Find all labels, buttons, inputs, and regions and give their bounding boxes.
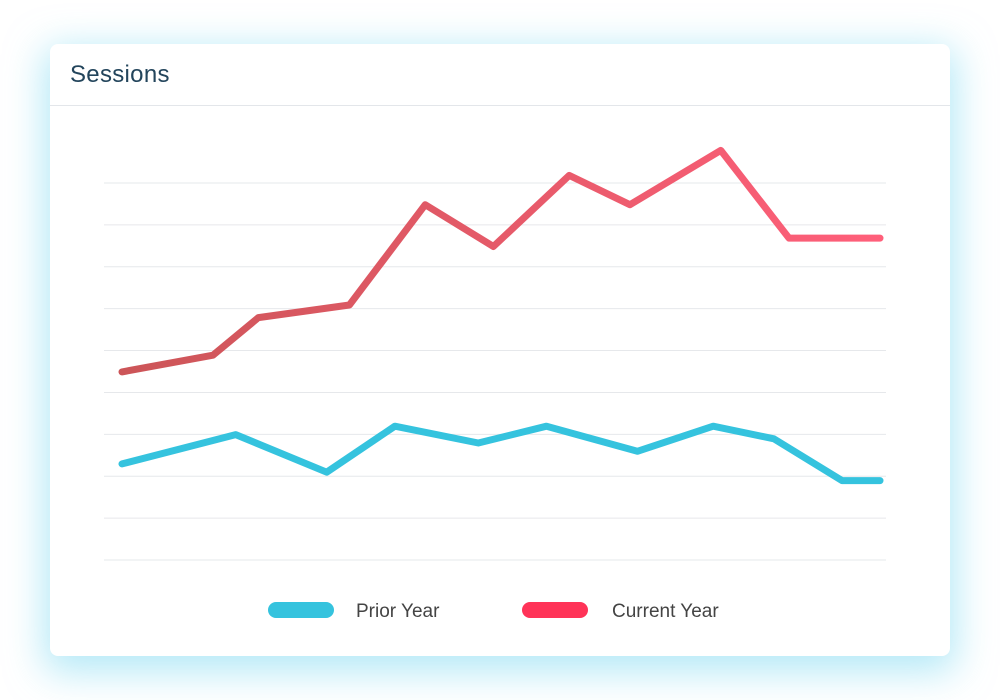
sessions-card: Sessions Prior Year Current Year [50, 44, 950, 656]
chart-legend: Prior Year Current Year [268, 601, 719, 622]
card-title: Sessions [70, 61, 170, 88]
legend-swatch-current-year [522, 602, 588, 618]
card-header: Sessions [50, 44, 950, 106]
legend-label-current-year: Current Year [612, 601, 719, 622]
series-line-prior-year [118, 422, 884, 485]
chart-grid [104, 182, 886, 561]
chart-series-layer [118, 146, 884, 485]
legend-swatch-prior-year [268, 602, 334, 618]
legend-label-prior-year: Prior Year [356, 601, 440, 622]
sessions-line-chart: Prior Year Current Year [104, 146, 886, 622]
series-line-current-year [118, 146, 884, 376]
